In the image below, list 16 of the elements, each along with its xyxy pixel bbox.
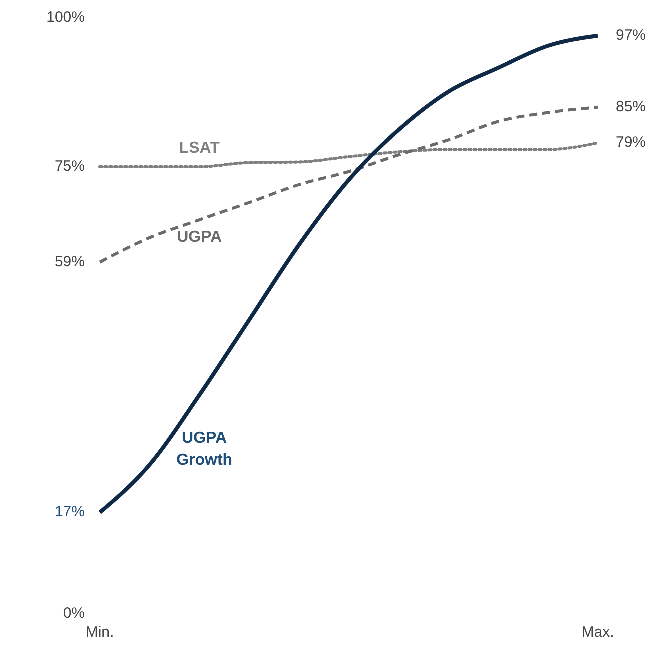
x-tick-label: Min.: [86, 624, 114, 641]
x-tick-label: Max.: [582, 624, 614, 641]
y-tick-label: 59%: [54, 253, 85, 270]
y-tick-label: 100%: [46, 8, 85, 26]
y-tick-label: 0%: [63, 604, 85, 622]
data-label: 85%: [616, 98, 646, 116]
data-label: 97%: [616, 26, 646, 44]
line-series: [98, 34, 600, 515]
data-label: 79%: [616, 134, 646, 152]
line-series: [98, 142, 600, 168]
series-label: UGPA Growth: [176, 430, 233, 469]
y-tick-label: 75%: [54, 158, 85, 175]
line-series: [98, 106, 600, 264]
series-label: LSAT: [179, 140, 220, 157]
series-label: UGPA: [177, 229, 223, 246]
y-tick-label: 17%: [54, 504, 85, 521]
